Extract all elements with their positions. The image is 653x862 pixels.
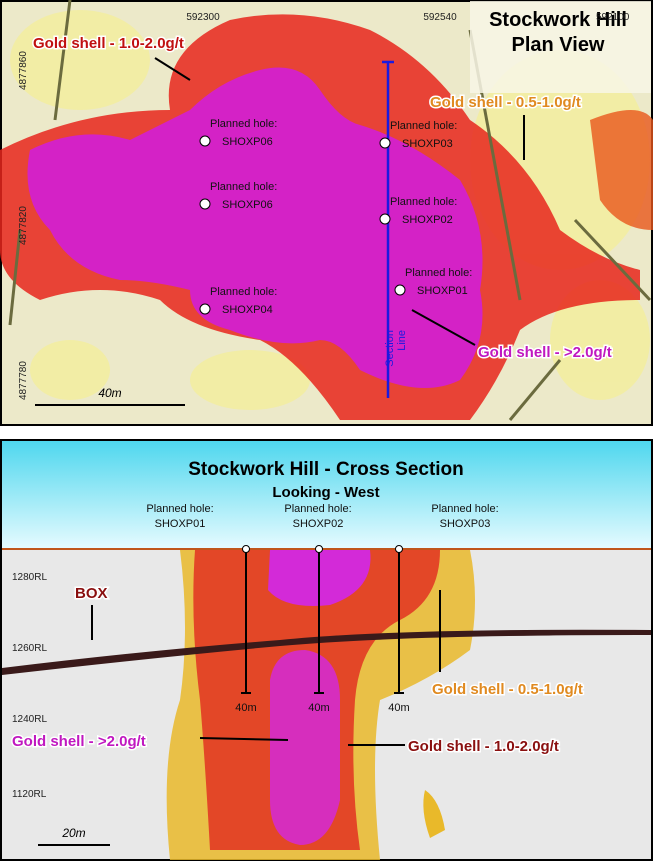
title-box bbox=[470, 1, 651, 93]
hole-marker bbox=[199, 135, 211, 147]
easting: 592540 bbox=[423, 12, 457, 23]
hole-label: Planned hole: bbox=[405, 267, 472, 279]
cross-section: Stockwork Hill - Cross Section Looking -… bbox=[0, 439, 653, 861]
hole-name: SHOXP01 bbox=[417, 285, 468, 297]
shell-label: Gold shell - 1.0-2.0g/t bbox=[408, 738, 559, 755]
hole-name: SHOXP03 bbox=[402, 138, 453, 150]
hole-name: SHOXP02 bbox=[402, 214, 453, 226]
pointer-arrows bbox=[154, 57, 525, 346]
shell-label: Gold shell - >2.0g/t bbox=[478, 344, 612, 361]
high-grade-shell bbox=[27, 67, 483, 388]
hole-depth: 40m bbox=[388, 702, 409, 714]
hole-collar bbox=[395, 545, 403, 553]
hole-label: Planned hole: bbox=[146, 503, 213, 515]
hole-name: SHOXP06 bbox=[222, 199, 273, 211]
hole-name: SHOXP01 bbox=[155, 518, 206, 530]
hole-collar bbox=[242, 545, 250, 553]
hole-label: Planned hole: bbox=[390, 120, 457, 132]
scale-label: 40m bbox=[98, 386, 121, 400]
level-label: 1120RL bbox=[12, 789, 47, 800]
scale-label: 20m bbox=[61, 826, 85, 840]
section-line-label: Line bbox=[396, 330, 408, 351]
northing: 4877780 bbox=[18, 361, 29, 400]
low-grade-shell bbox=[423, 790, 445, 838]
hole-depth: 40m bbox=[308, 702, 329, 714]
high-grade-shell bbox=[270, 650, 340, 845]
hole-label: Planned hole: bbox=[210, 286, 277, 298]
hole-depth: 40m bbox=[235, 702, 256, 714]
hole-label: Planned hole: bbox=[431, 503, 498, 515]
shell-label: Gold shell - 1.0-2.0g/t bbox=[33, 35, 184, 52]
shell-label: Gold shell - 0.5-1.0g/t bbox=[430, 94, 581, 111]
section-line-label: Section bbox=[384, 330, 396, 367]
hole-name: SHOXP06 bbox=[222, 136, 273, 148]
hole-label: Planned hole: bbox=[390, 196, 457, 208]
medium-grade-shell bbox=[590, 110, 653, 230]
hole-label: Planned hole: bbox=[210, 181, 277, 193]
easting: 592100 bbox=[596, 12, 630, 23]
northing: 4877820 bbox=[18, 206, 29, 245]
hole-marker bbox=[379, 213, 391, 225]
plan-title: Plan View bbox=[511, 34, 604, 56]
hole-marker bbox=[394, 284, 406, 296]
section-title: Stockwork Hill - Cross Section bbox=[188, 459, 464, 480]
pointer-arrows bbox=[91, 590, 441, 746]
shell-label: Gold shell - 0.5-1.0g/t bbox=[432, 681, 583, 698]
northing: 4877860 bbox=[18, 51, 29, 90]
level-label: 1280RL bbox=[12, 572, 47, 583]
plan-title: Stockwork Hill bbox=[489, 9, 627, 31]
section-subtitle: Looking - West bbox=[272, 484, 379, 501]
plan-view: Section Line Stockwork Hill Plan View 59… bbox=[0, 0, 653, 426]
sky bbox=[2, 441, 651, 549]
level-label: 1260RL bbox=[12, 643, 47, 654]
box-label: BOX bbox=[75, 585, 108, 602]
hole-marker bbox=[199, 303, 211, 315]
box-horizon bbox=[2, 629, 651, 675]
hole-collar bbox=[315, 545, 323, 553]
hole-label: Planned hole: bbox=[284, 503, 351, 515]
hole-name: SHOXP04 bbox=[222, 304, 273, 316]
hole-label: Planned hole: bbox=[210, 118, 277, 130]
easting: 592300 bbox=[186, 12, 220, 23]
level-label: 1240RL bbox=[12, 714, 47, 725]
hole-marker bbox=[199, 198, 211, 210]
hole-marker bbox=[379, 137, 391, 149]
shell-label: Gold shell - >2.0g/t bbox=[12, 733, 146, 750]
hole-name: SHOXP03 bbox=[440, 518, 491, 530]
hole-name: SHOXP02 bbox=[293, 518, 344, 530]
